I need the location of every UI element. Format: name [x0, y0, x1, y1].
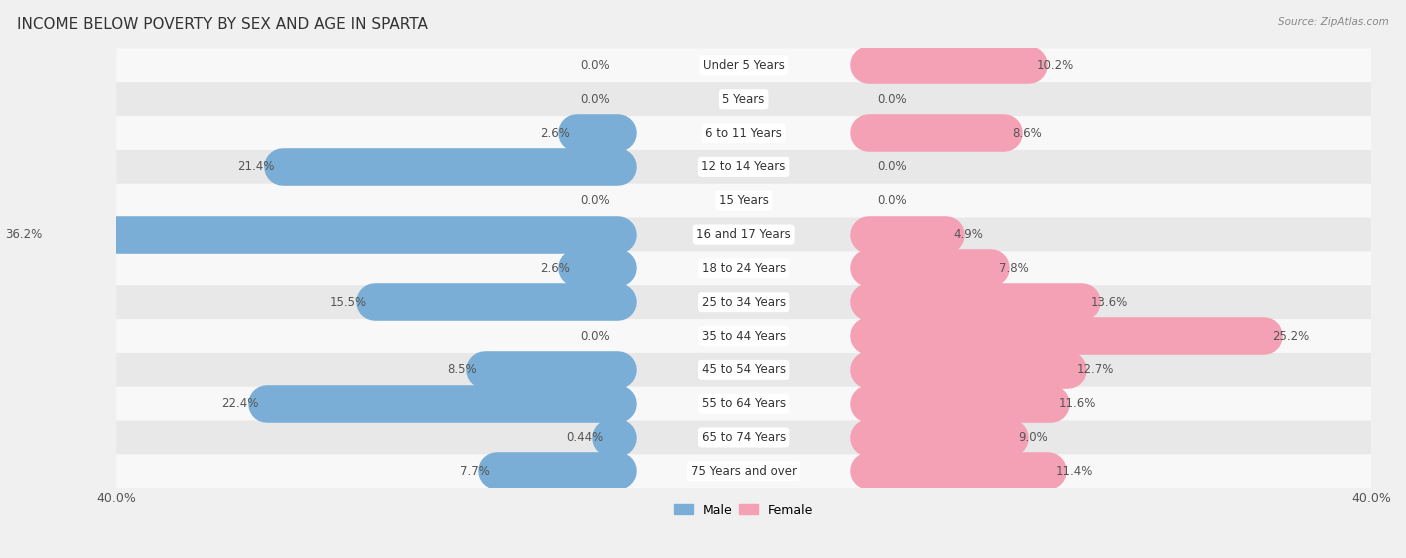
- Text: 0.0%: 0.0%: [581, 59, 610, 72]
- Text: 21.4%: 21.4%: [238, 160, 274, 174]
- Text: 25.2%: 25.2%: [1272, 330, 1309, 343]
- Text: 0.0%: 0.0%: [877, 93, 907, 105]
- Text: 16 and 17 Years: 16 and 17 Years: [696, 228, 792, 241]
- Text: 8.5%: 8.5%: [447, 363, 477, 376]
- Text: 45 to 54 Years: 45 to 54 Years: [702, 363, 786, 376]
- Text: 2.6%: 2.6%: [540, 262, 569, 275]
- Bar: [283, 158, 619, 176]
- Text: 75 Years and over: 75 Years and over: [690, 465, 797, 478]
- Text: 18 to 24 Years: 18 to 24 Years: [702, 262, 786, 275]
- Text: 15 Years: 15 Years: [718, 194, 769, 207]
- Text: 7.8%: 7.8%: [1000, 262, 1029, 275]
- FancyBboxPatch shape: [117, 353, 1371, 387]
- Text: 65 to 74 Years: 65 to 74 Years: [702, 431, 786, 444]
- Text: 22.4%: 22.4%: [222, 397, 259, 410]
- Text: 6 to 11 Years: 6 to 11 Years: [706, 127, 782, 140]
- Text: 11.6%: 11.6%: [1059, 397, 1097, 410]
- FancyBboxPatch shape: [117, 218, 1371, 252]
- Text: 0.0%: 0.0%: [581, 93, 610, 105]
- Text: 7.7%: 7.7%: [460, 465, 489, 478]
- Text: 12 to 14 Years: 12 to 14 Years: [702, 160, 786, 174]
- Text: 10.2%: 10.2%: [1038, 59, 1074, 72]
- Bar: [578, 124, 619, 142]
- FancyBboxPatch shape: [117, 116, 1371, 150]
- Bar: [485, 361, 619, 379]
- Text: INCOME BELOW POVERTY BY SEX AND AGE IN SPARTA: INCOME BELOW POVERTY BY SEX AND AGE IN S…: [17, 17, 427, 32]
- Text: 12.7%: 12.7%: [1076, 363, 1114, 376]
- Text: Under 5 Years: Under 5 Years: [703, 59, 785, 72]
- Text: 0.0%: 0.0%: [877, 160, 907, 174]
- Bar: [498, 463, 619, 480]
- Bar: [612, 429, 619, 446]
- FancyBboxPatch shape: [117, 49, 1371, 83]
- Text: 55 to 64 Years: 55 to 64 Years: [702, 397, 786, 410]
- Text: 0.0%: 0.0%: [581, 330, 610, 343]
- Legend: Male, Female: Male, Female: [669, 499, 818, 522]
- Text: 0.0%: 0.0%: [581, 194, 610, 207]
- Text: 15.5%: 15.5%: [330, 296, 367, 309]
- FancyBboxPatch shape: [117, 454, 1371, 488]
- FancyBboxPatch shape: [117, 421, 1371, 454]
- Bar: [375, 294, 619, 311]
- FancyBboxPatch shape: [117, 387, 1371, 421]
- FancyBboxPatch shape: [117, 83, 1371, 116]
- Text: 9.0%: 9.0%: [1018, 431, 1047, 444]
- Text: 8.6%: 8.6%: [1012, 127, 1042, 140]
- FancyBboxPatch shape: [117, 319, 1371, 353]
- FancyBboxPatch shape: [117, 285, 1371, 319]
- Text: Source: ZipAtlas.com: Source: ZipAtlas.com: [1278, 17, 1389, 27]
- Text: 4.9%: 4.9%: [953, 228, 984, 241]
- Text: 0.0%: 0.0%: [877, 194, 907, 207]
- Text: 25 to 34 Years: 25 to 34 Years: [702, 296, 786, 309]
- Text: 11.4%: 11.4%: [1056, 465, 1094, 478]
- Text: 35 to 44 Years: 35 to 44 Years: [702, 330, 786, 343]
- FancyBboxPatch shape: [117, 252, 1371, 285]
- Text: 5 Years: 5 Years: [723, 93, 765, 105]
- Bar: [267, 395, 619, 412]
- Bar: [578, 259, 619, 277]
- Text: 13.6%: 13.6%: [1090, 296, 1128, 309]
- Bar: [51, 226, 619, 243]
- Text: 0.44%: 0.44%: [567, 431, 603, 444]
- Text: 2.6%: 2.6%: [540, 127, 569, 140]
- Text: 36.2%: 36.2%: [6, 228, 42, 241]
- FancyBboxPatch shape: [117, 184, 1371, 218]
- FancyBboxPatch shape: [117, 150, 1371, 184]
